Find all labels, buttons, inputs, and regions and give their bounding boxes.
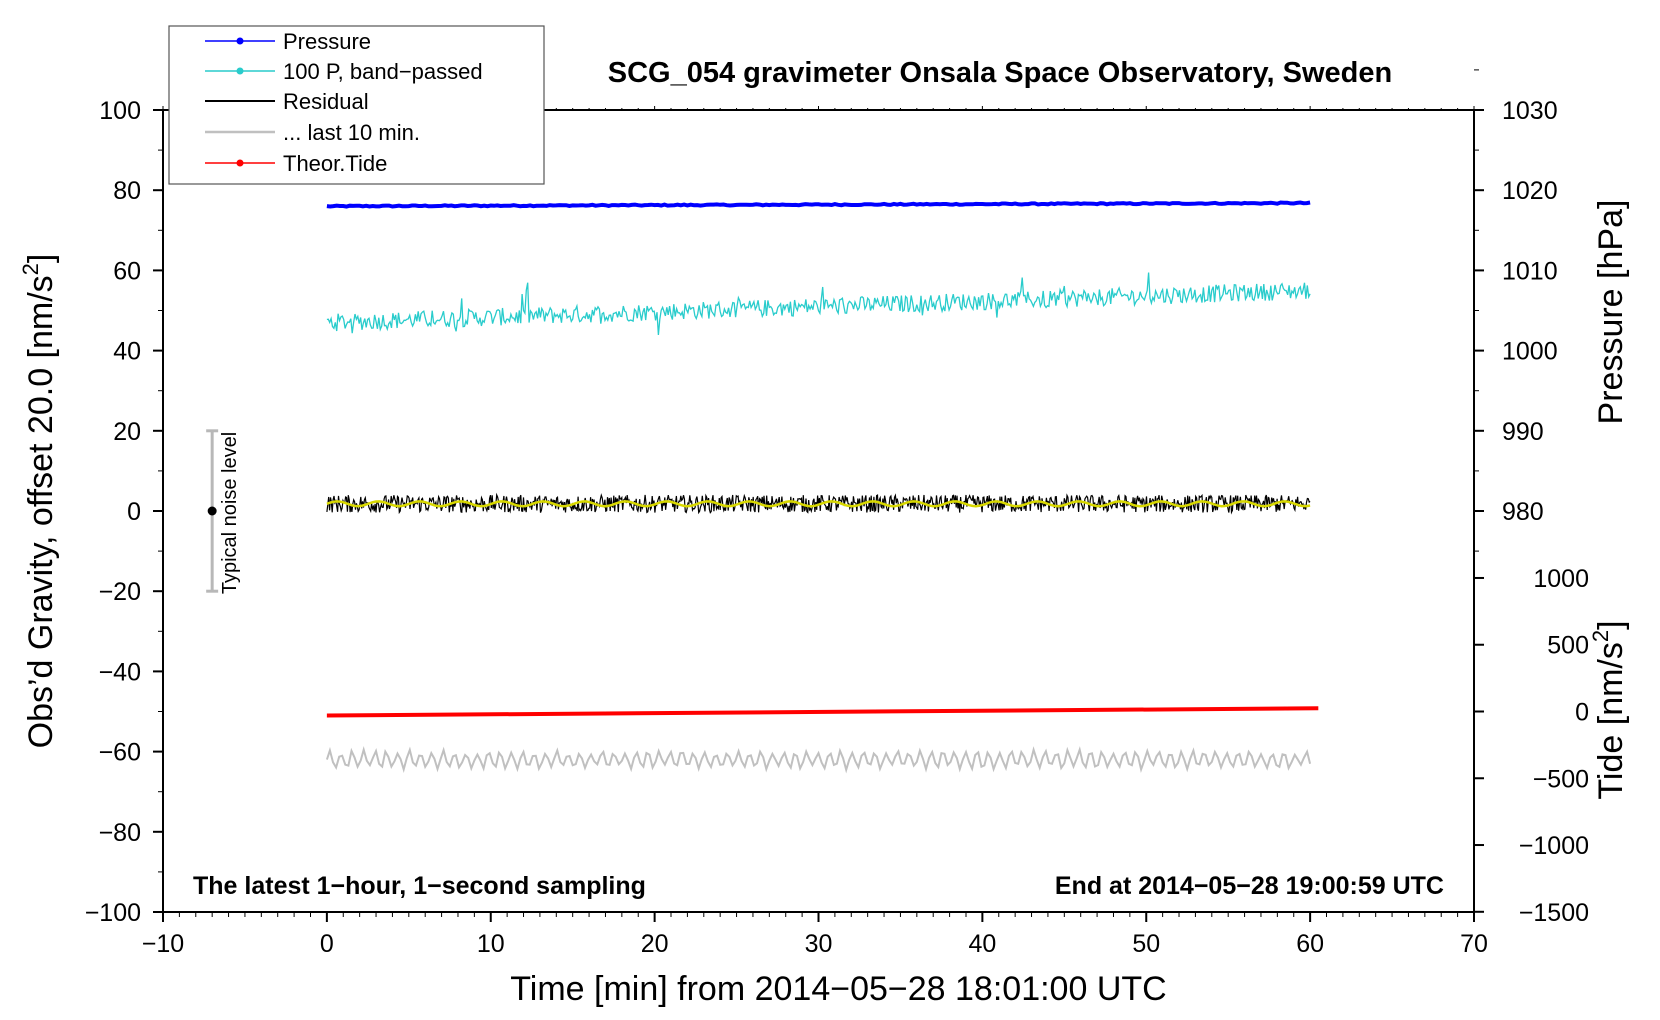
series-smoothed-residual-line xyxy=(326,500,1311,508)
tide-tick-label: −500 xyxy=(1533,765,1589,793)
pressure-tick-label: 980 xyxy=(1502,498,1544,526)
x-tick-label: −10 xyxy=(142,930,184,958)
legend-item-theor-tide: Theor.Tide xyxy=(205,151,387,176)
y-axis-title-sup: 2 xyxy=(18,263,43,275)
tide-tick-label: 500 xyxy=(1547,632,1589,660)
x-tick-label: 0 xyxy=(320,930,334,958)
noise-level-indicator: Typical noise level xyxy=(206,429,241,594)
tide-axis-title-sup: 2 xyxy=(1588,630,1613,642)
plot-frame xyxy=(162,109,1475,913)
tide-tick-label: 0 xyxy=(1575,699,1589,727)
noise-bar-center-dot xyxy=(207,506,217,516)
series-last-10-min-line xyxy=(325,745,1312,774)
x-tick-label: 30 xyxy=(805,930,833,958)
y-tick-label: −20 xyxy=(99,578,141,606)
y-tick-label: 20 xyxy=(113,418,141,446)
legend-box xyxy=(168,25,545,185)
legend-marker-band-passed xyxy=(236,67,244,75)
legend-marker-theor-tide xyxy=(236,159,244,167)
axis-ticks xyxy=(153,69,1484,922)
legend-label-band-passed: 100 P, band−passed xyxy=(283,59,483,84)
legend-item-last-10-min: ... last 10 min. xyxy=(205,120,420,145)
series-layer xyxy=(325,200,1319,774)
series-pressure-line xyxy=(326,200,1311,209)
noise-level-label: Typical noise level xyxy=(219,432,241,594)
tide-tick-label: 1000 xyxy=(1533,565,1589,593)
x-tick-label: 10 xyxy=(477,930,505,958)
y-axis-title: Obs’d Gravity, offset 20.0 [nm/s2] xyxy=(18,254,60,749)
y-axis-title-prefix: Obs’d Gravity, offset 20.0 [nm/s xyxy=(22,275,60,748)
tide-axis-title-suffix: ] xyxy=(1592,620,1630,629)
axis-tick-labels: −10 0 10 20 30 40 50 60 70−100−80−60−40−20020406… xyxy=(85,97,1589,958)
y-tick-label: −80 xyxy=(99,819,141,847)
legend-item-pressure: Pressure xyxy=(205,29,371,54)
pressure-tick-label: 990 xyxy=(1502,418,1544,446)
pressure-axis-title: Pressure [hPa] xyxy=(1592,200,1630,425)
y-tick-label: −40 xyxy=(99,658,141,686)
x-tick-label: 70 xyxy=(1460,930,1488,958)
series-theor-tide-line xyxy=(326,706,1319,718)
pressure-tick-label: 1000 xyxy=(1502,338,1558,366)
end-time-annotation: End at 2014−05−28 19:00:59 UTC xyxy=(1055,872,1444,900)
y-tick-label: 80 xyxy=(113,177,141,205)
chart-title: SCG_054 gravimeter Onsala Space Observat… xyxy=(608,57,1392,89)
pressure-tick-label: 1020 xyxy=(1502,177,1558,205)
y-tick-label: 60 xyxy=(113,257,141,285)
legend-label-residual: Residual xyxy=(283,89,369,114)
legend-item-band-passed: 100 P, band−passed xyxy=(205,59,483,84)
pressure-tick-label: 1030 xyxy=(1502,97,1558,125)
legend-label-theor-tide: Theor.Tide xyxy=(283,151,387,176)
x-tick-label: 50 xyxy=(1132,930,1160,958)
y-tick-label: −60 xyxy=(99,739,141,767)
series-band-passed-line xyxy=(326,272,1311,336)
x-tick-label: 40 xyxy=(968,930,996,958)
y-tick-label: 100 xyxy=(99,97,141,125)
y-axis-title-suffix: ] xyxy=(22,254,60,263)
legend-label-last-10-min: ... last 10 min. xyxy=(283,120,420,145)
legend-marker-pressure xyxy=(236,37,244,45)
tide-tick-label: −1500 xyxy=(1519,899,1589,927)
tide-axis-title-prefix: Tide [nm/s xyxy=(1592,642,1630,799)
sampling-annotation: The latest 1−hour, 1−second sampling xyxy=(193,872,646,900)
x-axis-title: Time [min] from 2014−05−28 18:01:00 UTC xyxy=(510,970,1166,1008)
tide-tick-label: −1000 xyxy=(1519,832,1589,860)
y-tick-label: 0 xyxy=(127,498,141,526)
x-tick-label: 20 xyxy=(641,930,669,958)
tide-axis-title: Tide [nm/s2] xyxy=(1588,620,1630,799)
chart-legend: Pressure 100 P, band−passed Residual ...… xyxy=(168,25,545,185)
pressure-tick-label: 1010 xyxy=(1502,257,1558,285)
x-tick-label: 60 xyxy=(1296,930,1324,958)
legend-label-pressure: Pressure xyxy=(283,29,371,54)
y-tick-label: 40 xyxy=(113,338,141,366)
legend-item-residual: Residual xyxy=(205,89,369,114)
y-tick-label: −100 xyxy=(85,899,141,927)
